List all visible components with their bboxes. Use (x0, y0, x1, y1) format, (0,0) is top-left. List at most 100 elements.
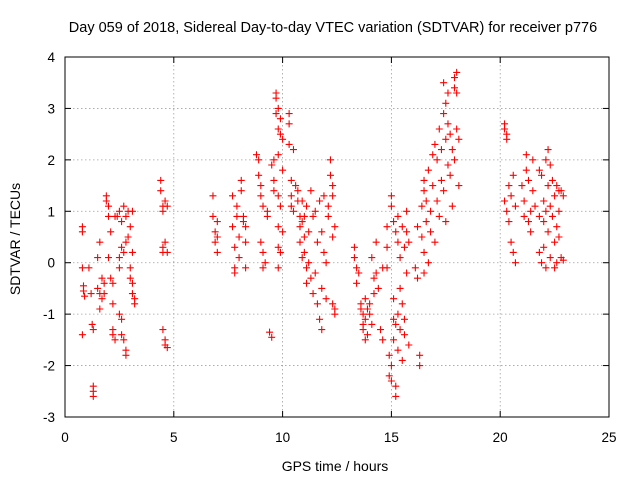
data-point (509, 248, 517, 256)
x-tick-label: 10 (275, 430, 290, 445)
data-point (390, 295, 398, 303)
data-point (109, 279, 117, 287)
data-point (272, 94, 280, 102)
data-point (239, 212, 247, 220)
data-point (118, 331, 126, 339)
data-point (535, 248, 543, 256)
data-point (446, 130, 454, 138)
data-point (307, 274, 315, 282)
data-point (289, 146, 297, 154)
data-point (209, 212, 217, 220)
data-point (126, 264, 134, 272)
data-point (427, 228, 435, 236)
data-point (355, 269, 363, 277)
data-point (444, 161, 452, 169)
data-point (163, 248, 171, 256)
data-point (400, 315, 408, 323)
data-point (350, 243, 358, 251)
data-point (507, 238, 515, 246)
data-point (353, 264, 361, 272)
data-point (329, 300, 337, 308)
data-point (303, 279, 311, 287)
data-point (361, 315, 369, 323)
data-point (440, 79, 448, 87)
data-point (392, 228, 400, 236)
data-point (233, 202, 241, 210)
data-point (311, 207, 319, 215)
chart-title: Day 059 of 2018, Sidereal Day-to-day VTE… (69, 20, 597, 36)
data-point (368, 254, 376, 262)
data-point (81, 292, 89, 300)
data-point (542, 264, 550, 272)
data-point (437, 176, 445, 184)
data-point (113, 212, 121, 220)
data-point (107, 228, 115, 236)
data-point (287, 176, 295, 184)
data-point (531, 202, 539, 210)
data-point (453, 89, 461, 97)
data-point (390, 336, 398, 344)
data-point (442, 99, 450, 107)
y-tick-label: -2 (43, 359, 55, 374)
y-axis-label: SDTVAR / TECUs (7, 183, 23, 295)
x-tick-label: 0 (61, 430, 69, 445)
data-point (213, 248, 221, 256)
data-point (298, 254, 306, 262)
data-point (548, 176, 556, 184)
data-point (418, 233, 426, 241)
data-point (303, 202, 311, 210)
data-point (115, 207, 123, 215)
data-point (259, 202, 267, 210)
data-point (361, 336, 369, 344)
data-point (383, 223, 391, 231)
data-point (274, 192, 282, 200)
data-point (242, 264, 250, 272)
data-point (274, 264, 282, 272)
data-point (398, 223, 406, 231)
data-point (313, 238, 321, 246)
data-point (266, 328, 274, 336)
x-axis-label: GPS time / hours (282, 458, 389, 474)
data-point (122, 351, 130, 359)
data-point (538, 171, 546, 179)
data-point (78, 228, 86, 236)
data-point (300, 233, 308, 241)
data-point (453, 68, 461, 76)
data-point (511, 202, 519, 210)
data-point (274, 223, 282, 231)
data-point (257, 238, 265, 246)
data-point (263, 207, 271, 215)
data-point (553, 223, 561, 231)
data-point (94, 254, 102, 262)
data-point (538, 259, 546, 267)
plot-frame (64, 56, 610, 418)
data-point (252, 151, 260, 159)
data-point (329, 233, 337, 241)
data-point (540, 243, 548, 251)
data-point (274, 151, 282, 159)
data-point (118, 243, 126, 251)
data-point (157, 187, 165, 195)
data-point (126, 223, 134, 231)
data-point (546, 254, 554, 262)
data-point (455, 182, 463, 190)
data-point (370, 274, 378, 282)
data-point (111, 336, 119, 344)
y-tick-label: 0 (47, 256, 55, 271)
data-point (548, 212, 556, 220)
data-point (88, 320, 96, 328)
data-point (518, 182, 526, 190)
data-point (94, 284, 102, 292)
data-point (551, 192, 559, 200)
data-point (285, 120, 293, 128)
data-point (276, 202, 284, 210)
data-point (128, 207, 136, 215)
data-point (392, 382, 400, 390)
data-point (292, 182, 300, 190)
data-point (446, 171, 454, 179)
data-point (529, 156, 537, 164)
data-point (320, 192, 328, 200)
data-point (414, 223, 422, 231)
data-point (122, 238, 130, 246)
data-point (379, 336, 387, 344)
